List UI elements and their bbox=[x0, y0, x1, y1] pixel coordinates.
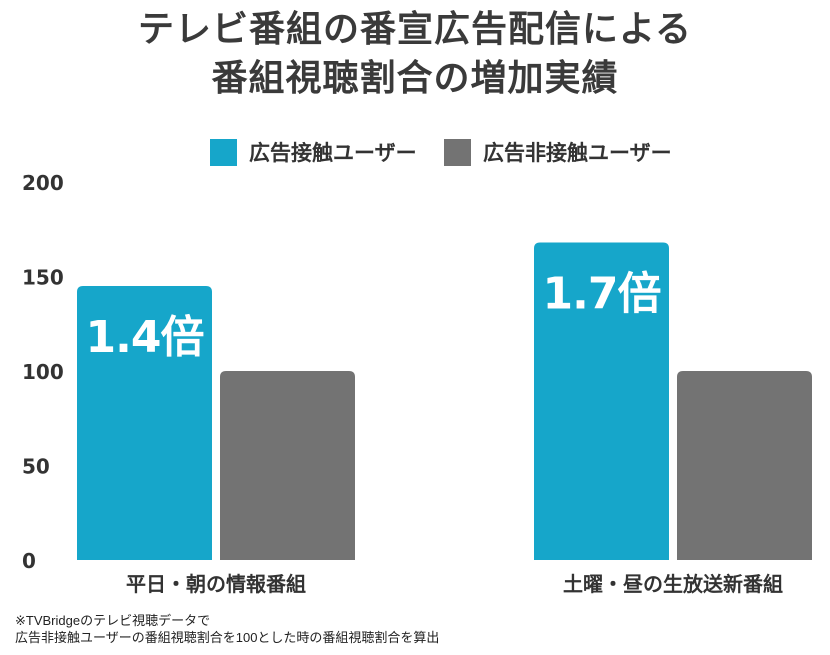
legend-label-unexposed: 広告非接触ユーザー bbox=[483, 141, 672, 165]
bar-data-label: 1.7倍 bbox=[543, 268, 661, 319]
x-category-label: 平日・朝の情報番組 bbox=[126, 572, 306, 596]
chart-title-line-1: テレビ番組の番宣広告配信による bbox=[138, 9, 692, 50]
bar bbox=[534, 242, 669, 561]
bar bbox=[220, 371, 355, 560]
legend-item-unexposed: 広告非接触ユーザー bbox=[444, 137, 672, 167]
bar bbox=[677, 371, 812, 560]
y-tick-label: 50 bbox=[22, 455, 50, 479]
legend-label-exposed: 広告接触ユーザー bbox=[249, 141, 417, 165]
legend-swatch-exposed bbox=[210, 138, 237, 166]
y-tick-label: 100 bbox=[22, 360, 64, 384]
y-tick-label: 0 bbox=[22, 549, 36, 573]
bar-data-label: 1.4倍 bbox=[86, 312, 204, 363]
bar bbox=[77, 285, 212, 560]
legend-item-exposed: 広告接触ユーザー bbox=[210, 137, 417, 167]
y-tick-label: 200 bbox=[22, 171, 64, 195]
footnote-line-2: 広告非接触ユーザーの番組視聴割合を100とした時の番組視聴割合を算出 bbox=[15, 630, 440, 645]
footnote-line-1: ※TVBridgeのテレビ視聴データで bbox=[15, 613, 211, 628]
legend-swatch-unexposed bbox=[444, 138, 471, 166]
legend: 広告接触ユーザー 広告非接触ユーザー bbox=[0, 137, 830, 167]
y-tick-label: 150 bbox=[22, 266, 64, 290]
chart-title-line-2: 番組視聴割合の増加実績 bbox=[211, 58, 619, 99]
x-category-label: 土曜・昼の生放送新番組 bbox=[563, 572, 783, 596]
